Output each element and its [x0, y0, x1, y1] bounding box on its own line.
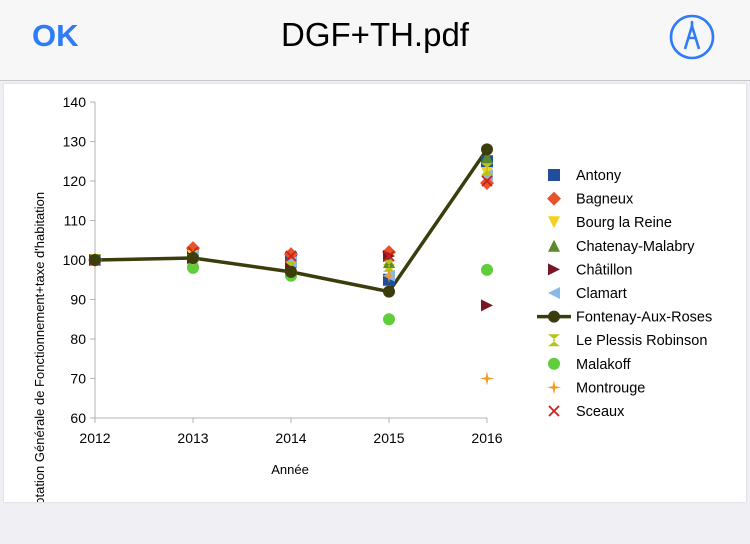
data-point-sceaux — [481, 175, 493, 187]
legend-label-fontenay-aux-roses: Fontenay-Aux-Roses — [576, 310, 712, 326]
y-tick-label: 140 — [63, 94, 87, 110]
legend-marker-bourg-la-reine — [548, 216, 560, 229]
y-tick-label: 60 — [70, 410, 86, 426]
x-tick-label: 2012 — [79, 430, 110, 446]
ok-button[interactable]: OK — [32, 18, 79, 53]
legend-marker-fontenay-aux-roses — [548, 310, 560, 323]
y-tick-label: 100 — [63, 252, 87, 268]
x-tick-label: 2015 — [373, 430, 404, 446]
legend-label-antony: Antony — [576, 168, 622, 184]
legend-label-chatillon: Châtillon — [576, 262, 632, 278]
y-tick-label: 110 — [64, 213, 87, 229]
legend-label-malakoff: Malakoff — [576, 357, 632, 373]
legend-label-montrouge: Montrouge — [576, 380, 645, 396]
legend-marker-antony — [548, 169, 560, 181]
data-point-fontenay-aux-roses — [481, 143, 493, 156]
data-point-malakoff — [481, 263, 493, 276]
y-tick-label: 70 — [70, 371, 86, 387]
data-point-malakoff — [187, 261, 199, 274]
legend-marker-malakoff — [548, 357, 560, 370]
data-point-montrouge — [480, 371, 494, 386]
y-tick-label: 130 — [63, 134, 87, 150]
x-tick-label: 2016 — [471, 430, 502, 446]
legend-marker-chatillon — [548, 263, 560, 276]
pdf-page: Dotation Générale de Fonctionnement+taxe… — [4, 84, 746, 502]
x-tick-label: 2014 — [275, 430, 306, 446]
y-tick-label: 120 — [63, 173, 87, 189]
y-axis-title: Dotation Générale de Fonctionnement+taxe… — [32, 192, 47, 502]
data-point-le-plessis-robinson — [383, 259, 395, 272]
data-point-fontenay-aux-roses — [187, 252, 199, 265]
data-point-le-plessis-robinson — [481, 163, 493, 176]
legend-marker-clamart — [548, 287, 560, 299]
data-point-fontenay-aux-roses — [89, 254, 101, 266]
legend-label-bourg-la-reine: Bourg la Reine — [576, 215, 672, 231]
legend-marker-le-plessis-robinson — [548, 334, 560, 347]
legend-marker-chatenay-malabry — [548, 239, 560, 252]
chart: Dotation Générale de Fonctionnement+taxe… — [32, 94, 712, 502]
legend-marker-bagneux — [547, 191, 561, 206]
legend-label-clamart: Clamart — [576, 286, 627, 302]
y-tick-label: 90 — [70, 292, 86, 308]
document-title: DGF+TH.pdf — [281, 16, 469, 53]
y-tick-label: 80 — [70, 331, 86, 347]
legend-marker-montrouge — [547, 380, 561, 395]
navigation-bar: OK DGF+TH.pdf — [0, 0, 750, 81]
data-point-sceaux — [285, 250, 297, 262]
data-point-chatillon — [481, 299, 493, 312]
data-point-bagneux — [284, 247, 298, 262]
data-point-chatenay-malabry — [481, 151, 493, 164]
legend-label-sceaux: Sceaux — [576, 404, 625, 420]
legend-label-bagneux: Bagneux — [576, 192, 634, 208]
legend-label-le-plessis-robinson: Le Plessis Robinson — [576, 333, 707, 349]
data-point-fontenay-aux-roses — [383, 285, 395, 298]
markup-pen-icon[interactable] — [668, 13, 716, 61]
x-axis-title: Année — [271, 462, 309, 477]
data-point-montrouge — [382, 268, 396, 283]
data-point-malakoff — [383, 313, 395, 326]
legend-marker-sceaux — [548, 405, 560, 417]
data-point-fontenay-aux-roses — [285, 265, 297, 278]
legend-label-chatenay-malabry: Chatenay-Malabry — [576, 239, 695, 255]
x-tick-label: 2013 — [177, 430, 208, 446]
data-point-sceaux — [383, 250, 395, 262]
